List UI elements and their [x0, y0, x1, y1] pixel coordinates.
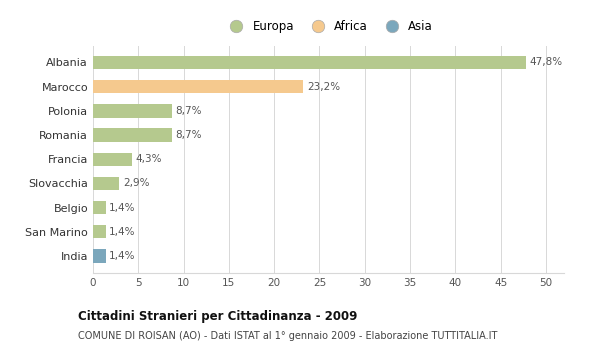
Text: COMUNE DI ROISAN (AO) - Dati ISTAT al 1° gennaio 2009 - Elaborazione TUTTITALIA.: COMUNE DI ROISAN (AO) - Dati ISTAT al 1°…: [78, 331, 497, 341]
Bar: [93, 177, 119, 190]
Bar: [93, 201, 106, 214]
Text: 8,7%: 8,7%: [175, 130, 202, 140]
Text: 2,9%: 2,9%: [123, 178, 149, 188]
Bar: [93, 153, 132, 166]
Bar: [93, 80, 303, 93]
Text: 1,4%: 1,4%: [109, 203, 136, 213]
Bar: [93, 225, 106, 238]
Bar: [93, 56, 526, 69]
Bar: [93, 128, 172, 142]
Text: 47,8%: 47,8%: [530, 57, 563, 68]
Text: 23,2%: 23,2%: [307, 82, 340, 92]
Bar: [93, 104, 172, 118]
Text: 1,4%: 1,4%: [109, 251, 136, 261]
Text: Cittadini Stranieri per Cittadinanza - 2009: Cittadini Stranieri per Cittadinanza - 2…: [78, 310, 358, 323]
Bar: [93, 249, 106, 262]
Text: 4,3%: 4,3%: [136, 154, 162, 164]
Text: 1,4%: 1,4%: [109, 227, 136, 237]
Legend: Europa, Africa, Asia: Europa, Africa, Asia: [220, 15, 437, 37]
Text: 8,7%: 8,7%: [175, 106, 202, 116]
